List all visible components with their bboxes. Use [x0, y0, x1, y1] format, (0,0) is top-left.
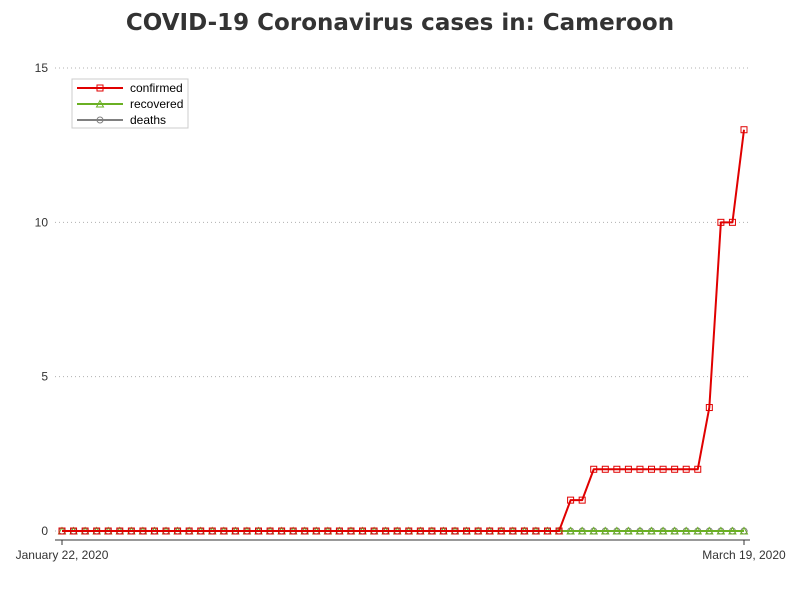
data-point-recovered: [693, 526, 703, 535]
data-point-confirmed: [405, 527, 413, 535]
data-point-confirmed: [740, 126, 748, 134]
data-point-confirmed: [428, 527, 436, 535]
data-point-recovered: [716, 526, 726, 535]
data-point-confirmed: [255, 527, 263, 535]
data-point-confirmed: [174, 527, 182, 535]
data-point-confirmed: [601, 465, 609, 473]
data-point-recovered: [635, 526, 645, 535]
data-point-confirmed: [382, 527, 390, 535]
data-point-confirmed: [705, 404, 713, 412]
legend-marker-recovered: [95, 99, 105, 108]
legend: confirmed recovered deaths: [71, 78, 189, 129]
data-point-confirmed: [278, 527, 286, 535]
data-point-confirmed: [266, 527, 274, 535]
y-tick-label: 15: [35, 61, 49, 75]
data-point-recovered: [600, 526, 610, 535]
y-tick-label: 5: [41, 370, 48, 384]
data-point-recovered: [612, 526, 622, 535]
data-point-confirmed: [520, 527, 528, 535]
data-point-confirmed: [567, 496, 575, 504]
data-point-confirmed: [93, 527, 101, 535]
legend-item-recovered: recovered: [77, 97, 183, 111]
data-point-confirmed: [463, 527, 471, 535]
x-tick-label: March 19, 2020: [702, 548, 786, 562]
data-point-confirmed: [81, 527, 89, 535]
data-point-confirmed: [555, 527, 563, 535]
legend-label: recovered: [130, 97, 183, 111]
data-point-confirmed: [636, 465, 644, 473]
data-point-confirmed: [243, 527, 251, 535]
data-point-confirmed: [324, 527, 332, 535]
data-point-confirmed: [197, 527, 205, 535]
data-point-confirmed: [578, 496, 586, 504]
data-point-confirmed: [139, 527, 147, 535]
data-point-recovered: [566, 526, 575, 535]
legend-label: confirmed: [130, 81, 183, 95]
data-point-confirmed: [659, 465, 667, 473]
data-point-confirmed: [590, 465, 598, 473]
data-point-confirmed: [717, 218, 725, 226]
data-point-confirmed: [671, 465, 679, 473]
data-point-confirmed: [150, 527, 158, 535]
series-confirmed: [58, 126, 748, 535]
data-point-recovered: [624, 526, 633, 535]
legend-label: deaths: [130, 113, 166, 127]
data-point-confirmed: [624, 465, 632, 473]
data-point-confirmed: [474, 527, 482, 535]
data-point-confirmed: [312, 527, 320, 535]
y-tick-label: 10: [35, 215, 49, 229]
data-point-confirmed: [220, 527, 228, 535]
data-point-confirmed: [116, 527, 124, 535]
data-point-confirmed: [359, 527, 367, 535]
data-point-confirmed: [301, 527, 309, 535]
data-point-confirmed: [543, 527, 551, 535]
data-point-confirmed: [532, 527, 540, 535]
grid-lines: [55, 67, 750, 532]
series-line-confirmed: [62, 129, 745, 532]
data-point-confirmed: [509, 527, 517, 535]
data-point-confirmed: [58, 527, 66, 535]
legend-item-deaths: deaths: [77, 113, 166, 127]
y-tick-label: 0: [41, 524, 48, 538]
data-point-confirmed: [648, 465, 656, 473]
data-point-confirmed: [104, 527, 112, 535]
data-point-confirmed: [335, 527, 343, 535]
legend-item-confirmed: confirmed: [77, 81, 183, 95]
data-point-confirmed: [347, 527, 355, 535]
x-tick-label: January 22, 2020: [16, 548, 109, 562]
data-point-recovered: [728, 526, 737, 535]
data-point-recovered: [589, 526, 599, 535]
data-point-confirmed: [162, 527, 170, 535]
data-point-confirmed: [497, 527, 505, 535]
data-point-confirmed: [613, 465, 621, 473]
data-point-confirmed: [682, 465, 690, 473]
data-point-confirmed: [70, 527, 78, 535]
data-point-confirmed: [728, 218, 736, 226]
data-point-confirmed: [231, 527, 239, 535]
data-point-confirmed: [185, 527, 193, 535]
data-point-confirmed: [393, 527, 401, 535]
data-point-recovered: [647, 526, 656, 535]
axes: 0 5 10 15 January 22, 2020 March 19, 2020: [16, 61, 786, 562]
data-point-confirmed: [370, 527, 378, 535]
data-point-recovered: [670, 526, 679, 535]
data-point-confirmed: [289, 527, 297, 535]
data-point-confirmed: [451, 527, 459, 535]
data-point-recovered: [658, 526, 668, 535]
data-point-confirmed: [127, 527, 135, 535]
data-point-confirmed: [694, 465, 702, 473]
data-point-confirmed: [439, 527, 447, 535]
chart-title: COVID-19 Coronavirus cases in: Cameroon: [125, 10, 675, 36]
data-point-confirmed: [486, 527, 494, 535]
series-group: [57, 126, 749, 535]
data-point-confirmed: [208, 527, 216, 535]
legend-marker-deaths: [96, 116, 104, 124]
data-point-recovered: [681, 526, 691, 535]
data-point-confirmed: [416, 527, 424, 535]
data-point-recovered: [739, 526, 749, 535]
legend-marker-confirmed: [96, 84, 104, 92]
data-point-recovered: [704, 526, 714, 535]
data-point-recovered: [577, 526, 587, 535]
